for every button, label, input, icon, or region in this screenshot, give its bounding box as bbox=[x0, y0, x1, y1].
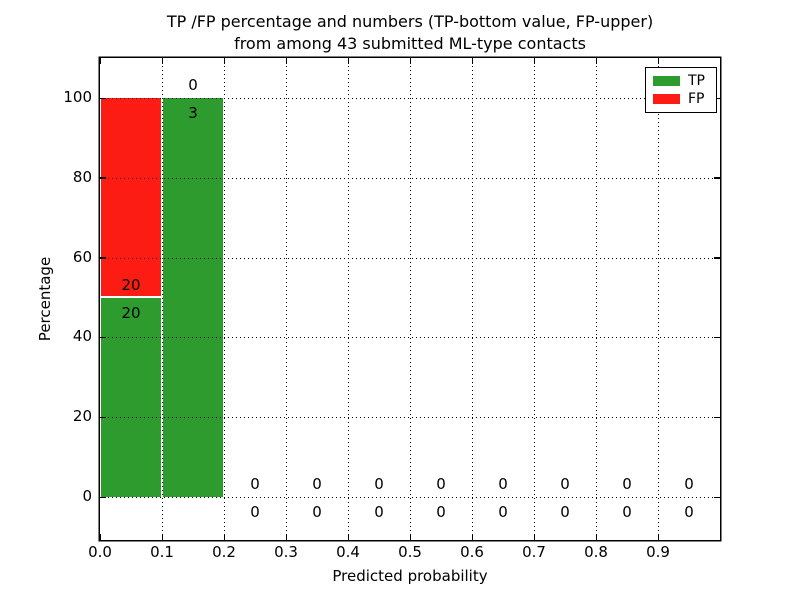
x-tick-label: 0.0 bbox=[88, 543, 112, 561]
x-tick-label: 0.9 bbox=[646, 543, 670, 561]
y-tick-mark bbox=[714, 177, 720, 179]
fp-bar bbox=[101, 98, 161, 296]
fp-count-label: 0 bbox=[374, 475, 384, 493]
x-tick-mark bbox=[409, 534, 411, 540]
x-tick-mark bbox=[99, 534, 101, 540]
chart-title-line2: from among 43 submitted ML-type contacts bbox=[234, 34, 586, 53]
x-tick-mark bbox=[533, 58, 535, 64]
y-tick-label: 20 bbox=[72, 407, 92, 426]
y-tick-mark bbox=[714, 416, 720, 419]
chart-title-line1: TP /FP percentage and numbers (TP-bottom… bbox=[166, 12, 654, 31]
x-tick-mark bbox=[161, 534, 163, 540]
legend-item-fp: FP bbox=[653, 92, 716, 106]
fp-count-label: 0 bbox=[436, 475, 446, 493]
y-gridline bbox=[100, 337, 720, 339]
x-gridline bbox=[285, 58, 287, 540]
x-gridline bbox=[347, 58, 349, 540]
tp-count-label: 0 bbox=[250, 503, 260, 521]
x-tick-mark bbox=[285, 58, 287, 64]
x-tick-mark bbox=[471, 58, 473, 64]
x-tick-label: 0.1 bbox=[150, 543, 174, 561]
tp-legend-swatch bbox=[653, 76, 680, 86]
x-tick-mark bbox=[657, 534, 659, 540]
x-gridline bbox=[409, 58, 411, 540]
x-tick-mark bbox=[533, 534, 535, 540]
y-tick-label: 60 bbox=[72, 247, 92, 266]
plot-area: 20 20 0 3 0 0 0 0 0 0 0 0 0 0 0 0 0 0 0 0 bbox=[99, 58, 720, 540]
y-tick-mark bbox=[714, 496, 720, 498]
y-tick-mark bbox=[100, 416, 106, 419]
tp-count-label: 0 bbox=[498, 503, 508, 521]
fp-count-label: 0 bbox=[250, 475, 260, 493]
fp-count-label: 0 bbox=[560, 475, 570, 493]
x-tick-mark bbox=[223, 534, 225, 540]
x-gridline bbox=[657, 58, 659, 540]
tp-bar bbox=[101, 297, 161, 497]
fp-count-label: 0 bbox=[498, 475, 508, 493]
tp-count-label: 20 bbox=[121, 303, 141, 322]
fp-count-label: 0 bbox=[312, 475, 322, 493]
tp-count-label: 0 bbox=[684, 503, 694, 521]
y-tick-mark bbox=[100, 257, 106, 259]
y-gridline bbox=[100, 177, 720, 179]
legend-item-tp: TP bbox=[653, 74, 716, 88]
y-gridline bbox=[100, 98, 720, 99]
x-tick-label: 0.7 bbox=[522, 543, 546, 561]
y-tick-mark bbox=[100, 336, 106, 339]
y-tick-label: 100 bbox=[63, 88, 92, 106]
tp-legend-label: TP bbox=[688, 73, 705, 89]
x-tick-mark bbox=[161, 58, 163, 64]
chart-title: TP /FP percentage and numbers (TP-bottom… bbox=[10, 11, 800, 55]
x-tick-label: 0.5 bbox=[398, 543, 422, 561]
y-tick-mark bbox=[714, 257, 720, 259]
tp-count-label: 3 bbox=[188, 104, 198, 122]
x-axis-label: Predicted probability bbox=[332, 567, 488, 585]
x-tick-label: 0.4 bbox=[336, 543, 360, 561]
y-tick-mark bbox=[100, 97, 106, 99]
x-tick-mark bbox=[657, 58, 659, 64]
tp-count-label: 0 bbox=[374, 503, 384, 521]
x-tick-mark bbox=[99, 58, 101, 64]
fp-legend-swatch bbox=[653, 94, 680, 104]
legend: TP FP bbox=[645, 67, 717, 113]
x-tick-mark bbox=[595, 58, 597, 64]
fp-count-label: 0 bbox=[622, 475, 632, 493]
y-tick-mark bbox=[714, 97, 720, 99]
x-tick-mark bbox=[285, 534, 287, 540]
tp-count-label: 0 bbox=[622, 503, 632, 521]
tp-count-label: 0 bbox=[312, 503, 322, 521]
x-tick-mark bbox=[223, 58, 225, 64]
x-tick-mark bbox=[347, 58, 349, 64]
fp-legend-label: FP bbox=[688, 91, 705, 107]
x-tick-label: 0.2 bbox=[212, 543, 236, 561]
y-tick-mark bbox=[100, 177, 106, 179]
x-tick-label: 0.8 bbox=[584, 543, 608, 561]
y-tick-mark bbox=[100, 496, 106, 498]
x-tick-mark bbox=[347, 534, 349, 540]
fp-count-label: 20 bbox=[121, 275, 141, 294]
x-gridline bbox=[471, 58, 473, 540]
y-tick-label: 40 bbox=[72, 327, 92, 346]
y-tick-label: 80 bbox=[72, 167, 92, 186]
x-gridline bbox=[223, 58, 225, 540]
fp-count-label: 0 bbox=[684, 475, 694, 493]
x-gridline bbox=[595, 58, 597, 540]
x-gridline bbox=[533, 58, 535, 540]
x-tick-mark bbox=[595, 534, 597, 540]
x-tick-label: 0.3 bbox=[274, 543, 298, 561]
y-tick-mark bbox=[714, 336, 720, 339]
x-tick-mark bbox=[409, 58, 411, 64]
tp-count-label: 0 bbox=[560, 503, 570, 521]
y-gridline bbox=[100, 497, 720, 498]
y-gridline bbox=[100, 257, 720, 259]
x-tick-label: 0.6 bbox=[460, 543, 484, 561]
y-gridline bbox=[100, 417, 720, 419]
fp-count-label: 0 bbox=[188, 76, 198, 94]
x-gridline bbox=[161, 58, 163, 540]
tp-bar bbox=[163, 98, 223, 497]
y-tick-label: 0 bbox=[82, 487, 92, 505]
tp-count-label: 0 bbox=[436, 503, 446, 521]
x-tick-mark bbox=[471, 534, 473, 540]
